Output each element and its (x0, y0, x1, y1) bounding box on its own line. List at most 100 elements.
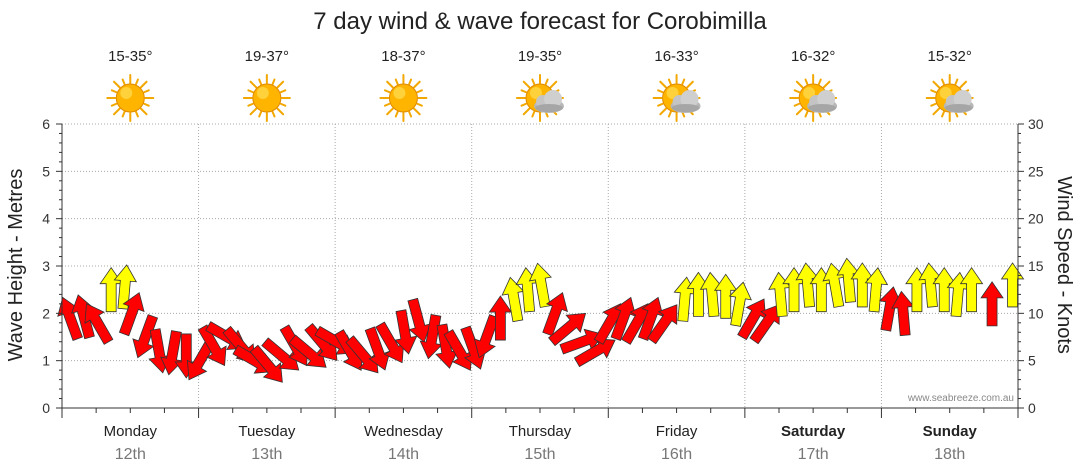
sun-ray (681, 78, 686, 86)
sun-ray (544, 78, 549, 86)
sun-ray (804, 78, 809, 86)
cloud-icon (534, 90, 564, 113)
wind-arrow (394, 309, 418, 355)
cloud-puff (680, 90, 699, 108)
sun-highlight (530, 87, 542, 99)
axes: 0 1 2 3 4 5 6 0 5 10 15 20 25 30 Monday 12th Tuesday 13th… (42, 116, 1044, 463)
sun-disc (115, 83, 145, 113)
sun-cloud-icon (652, 74, 701, 122)
sun-ray (793, 102, 801, 107)
sun-ray (520, 102, 528, 107)
sun-ray (413, 80, 421, 89)
sun-ray (804, 110, 809, 118)
sun-icon (379, 74, 428, 122)
cloud-icon (943, 90, 974, 113)
day-label: Wednesday (364, 423, 443, 440)
sun-ray (408, 110, 413, 118)
sun-ray (531, 110, 536, 118)
y-tick-label-right: 20 (1028, 211, 1044, 227)
day-label: Saturday (781, 423, 846, 440)
sun-ray (413, 107, 421, 116)
sun-ray (941, 110, 945, 118)
sun-ray (394, 110, 399, 118)
date-label: 14th (388, 446, 419, 463)
y-tick-label-left: 1 (42, 353, 50, 369)
sun-ray (941, 78, 945, 86)
sun-ray (795, 107, 804, 116)
sun-ray (258, 110, 263, 118)
wind-arrow (113, 264, 138, 310)
cloud-puff (953, 90, 972, 108)
sun-ray (279, 89, 287, 94)
wind-arrow (249, 344, 283, 383)
date-label: 18th (934, 446, 965, 463)
date-label: 13th (251, 446, 282, 463)
sun-highlight (803, 87, 816, 99)
sun-ray (383, 102, 391, 107)
date-label: 16th (661, 446, 692, 463)
sun-ray (416, 102, 423, 107)
wind-arrow (980, 281, 1004, 327)
sun-ray (686, 80, 694, 89)
temperature-label: 15-35° (108, 48, 152, 65)
wind-arrow (542, 291, 568, 337)
sun-ray (249, 80, 258, 89)
sun-ray (795, 80, 804, 89)
cloud-puff (817, 90, 836, 108)
y-tick-label-left: 5 (42, 163, 50, 179)
temperature-label: 15-32° (928, 48, 972, 65)
sun-ray (932, 107, 941, 116)
sun-ray (659, 80, 667, 89)
temperature-label: 18-37° (381, 48, 425, 65)
sun-ray (247, 102, 254, 107)
wind-arrow (749, 304, 780, 345)
sun-cloud-icon (789, 74, 838, 122)
sun-disc (388, 83, 418, 113)
cloud-icon (670, 90, 701, 113)
sun-ray (121, 78, 126, 86)
wind-arrow (959, 266, 984, 313)
wind-arrow (864, 267, 889, 313)
date-label: 12th (115, 446, 146, 463)
sun-ray (271, 110, 276, 118)
y-axis-right-label: Wind Speed - Knots (1053, 176, 1075, 354)
cloud-shadow (808, 104, 837, 112)
date-label: 15th (524, 446, 555, 463)
sun-icon (242, 74, 291, 122)
sun-ray (279, 102, 287, 107)
sun-disc (252, 83, 282, 113)
y-tick-label-right: 15 (1028, 258, 1044, 274)
temperature-label: 16-33° (654, 48, 698, 65)
y-tick-label-right: 0 (1028, 400, 1036, 416)
y-tick-label-left: 6 (42, 116, 50, 132)
sun-ray (657, 89, 664, 94)
y-tick-label-right: 25 (1028, 163, 1044, 179)
sun-icon (106, 74, 155, 122)
y-tick-label-right: 10 (1028, 305, 1044, 321)
sun-ray (139, 80, 148, 89)
sun-ray (793, 89, 801, 94)
sun-highlight (120, 87, 133, 99)
temperature-label: 19-37° (245, 48, 289, 65)
sun-ray (822, 80, 831, 89)
watermark: www.seabreeze.com.au (907, 393, 1014, 404)
sun-ray (930, 89, 937, 94)
y-tick-label-right: 30 (1028, 116, 1044, 132)
temperature-label: 19-35° (518, 48, 562, 65)
sun-ray (139, 107, 148, 116)
wind-arrow (637, 296, 664, 341)
y-tick-label-right: 5 (1028, 353, 1036, 369)
sun-ray (271, 78, 276, 86)
sun-highlight (256, 87, 269, 99)
wind-arrows (57, 257, 1025, 383)
wind-arrow (118, 291, 145, 337)
sun-ray (249, 107, 258, 116)
date-label: 17th (798, 446, 829, 463)
sun-ray (110, 102, 118, 107)
sun-ray (383, 89, 391, 94)
sun-ray (408, 78, 413, 86)
temperature-label: 16-32° (791, 48, 835, 65)
weather-row: 15-35° 19-37° 18-37° 19-35° 16-33° 16-32° 15-3… (106, 48, 974, 122)
grid-lines (62, 123, 1018, 408)
